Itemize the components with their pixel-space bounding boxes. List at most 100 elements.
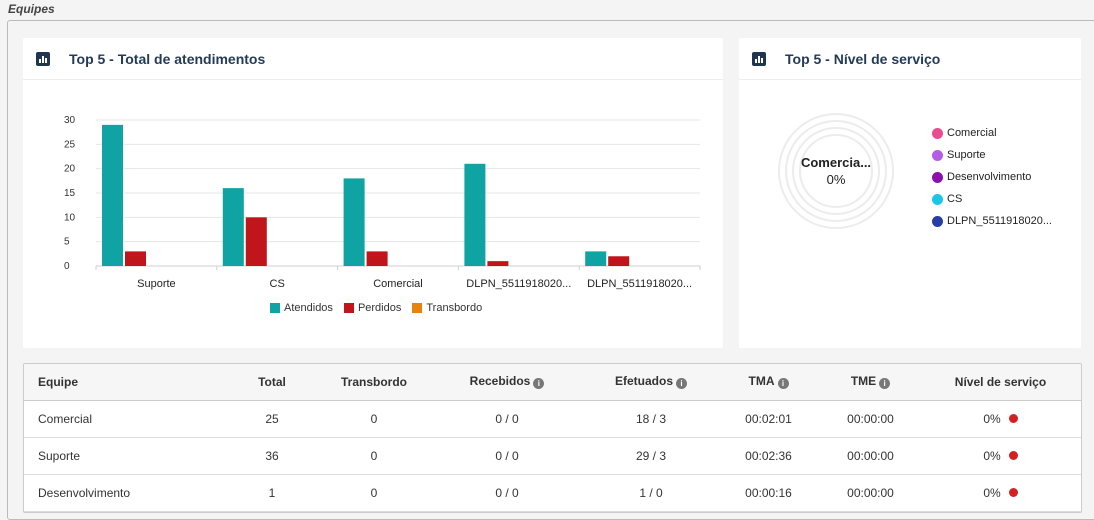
legend-dot	[932, 149, 943, 161]
legend-item-atendidos[interactable]: Atendidos	[270, 302, 333, 314]
donut-legend-label: DLPN_5511918020...	[947, 215, 1052, 227]
cell-efetuados: 29 / 3	[586, 437, 716, 475]
donut-ring-3	[792, 127, 880, 215]
donut-legend-label: Comercial	[947, 127, 997, 139]
cell-nivel: 0%	[920, 437, 1081, 475]
donut-ring-2	[785, 120, 887, 222]
legend-swatch	[412, 303, 423, 313]
cell-tme: 00:00:00	[821, 474, 920, 512]
cell-equipe: Desenvolvimento	[24, 474, 224, 512]
bar-perdidos[interactable]	[125, 251, 146, 266]
bar-atendidos[interactable]	[464, 163, 486, 266]
cell-recebidos: 0 / 0	[428, 400, 586, 438]
legend-dot	[932, 127, 943, 139]
donut-center-label: Comercia...	[801, 155, 871, 170]
cell-total: 36	[224, 437, 320, 475]
cell-efetuados: 1 / 0	[586, 474, 716, 512]
bar-perdidos[interactable]	[366, 251, 388, 266]
legend-item-perdidos[interactable]: Perdidos	[343, 302, 402, 314]
x-tick-label: Suporte	[137, 278, 176, 290]
legend-dot	[932, 171, 943, 183]
info-icon[interactable]: i	[533, 378, 545, 390]
cell-transbordo: 0	[320, 474, 428, 512]
cell-tma: 00:02:36	[716, 437, 821, 475]
cell-nivel: 0%	[920, 474, 1081, 512]
bar-atendidos[interactable]	[222, 188, 244, 266]
bar-atendidos[interactable]	[585, 251, 607, 266]
y-tick-label: 25	[64, 139, 76, 150]
donut-legend-label: Desenvolvimento	[947, 171, 1032, 183]
donut-center-value: 0%	[827, 172, 846, 187]
bar-chart-header: Top 5 - Total de atendimentos	[23, 38, 723, 80]
x-tick-label: CS	[270, 278, 285, 290]
legend-label: Perdidos	[357, 302, 402, 314]
donut-legend-item[interactable]: DLPN_5511918020...	[932, 210, 1052, 232]
cell-tma: 00:02:01	[716, 400, 821, 438]
cell-tme: 00:00:00	[821, 400, 920, 438]
donut-ring-outer	[778, 113, 894, 229]
info-icon[interactable]: i	[777, 378, 789, 390]
donut-legend-item[interactable]: Suporte	[932, 144, 1052, 166]
col-transbordo[interactable]: Transbordo	[320, 364, 428, 401]
col-recebidos[interactable]: Recebidos i	[428, 364, 586, 401]
cell-total: 1	[224, 474, 320, 512]
donut-chart-card: Top 5 - Nível de serviço Comercia... 0% …	[739, 38, 1081, 348]
cell-recebidos: 0 / 0	[428, 437, 586, 475]
legend-swatch	[270, 303, 280, 313]
x-tick-label: DLPN_5511918020...	[587, 278, 692, 290]
table-row[interactable]: Comercial 25 0 0 / 0 18 / 3 00:02:01 00:00:00 0…	[24, 400, 1081, 438]
col-tme[interactable]: TME i	[821, 364, 920, 401]
cell-total: 25	[224, 400, 320, 438]
col-equipe[interactable]: Equipe	[24, 364, 224, 401]
bar-chart: 0 5 10 15 20 25 30 Suporte CS Comercial DLPN_55119…	[64, 115, 701, 290]
cell-recebidos: 0 / 0	[428, 474, 586, 512]
col-tma[interactable]: TMA i	[716, 364, 821, 401]
bar-chart-title: Top 5 - Total de atendimentos	[69, 50, 266, 67]
bar-atendidos[interactable]	[102, 124, 123, 266]
table-header-row: Equipe Total Transbordo Recebidos i Efetu…	[24, 364, 1081, 401]
y-tick-label: 30	[64, 115, 76, 126]
donut-ring-4	[799, 134, 873, 208]
status-dot-icon	[1008, 450, 1018, 460]
bar-chart-legend: Atendidos Perdidos Transbordo	[270, 302, 482, 314]
donut-legend-item[interactable]: Comercial	[932, 122, 1052, 144]
donut-legend-label: Suporte	[947, 149, 986, 161]
legend-dot	[932, 215, 943, 227]
col-efetuados[interactable]: Efetuados i	[586, 364, 716, 401]
legend-swatch	[343, 303, 354, 313]
legend-label: Atendidos	[284, 302, 333, 314]
info-icon[interactable]: i	[879, 378, 891, 390]
legend-item-transbordo[interactable]: Transbordo	[412, 302, 482, 314]
y-tick-label: 20	[64, 164, 76, 175]
cell-tme: 00:00:00	[821, 437, 920, 475]
bar-perdidos[interactable]	[487, 261, 509, 266]
cell-equipe: Suporte	[24, 437, 224, 475]
teams-table: Equipe Total Transbordo Recebidos i Efetu…	[23, 363, 1082, 513]
legend-dot	[932, 193, 943, 205]
bar-atendidos[interactable]	[343, 178, 365, 266]
y-tick-label: 0	[64, 261, 70, 272]
bar-chart-card: Top 5 - Total de atendimentos 0 5 10 15 20 25…	[23, 38, 723, 348]
col-nivel-servico[interactable]: Nível de serviço	[920, 364, 1081, 401]
x-tick-label: DLPN_5511918020...	[466, 278, 571, 290]
bar-perdidos[interactable]	[245, 217, 267, 266]
bar-chart-icon	[36, 51, 50, 66]
donut-legend-item[interactable]: Desenvolvimento	[932, 166, 1052, 188]
donut-legend-label: CS	[947, 193, 963, 205]
bar-perdidos[interactable]	[608, 256, 630, 266]
cell-tma: 00:00:16	[716, 474, 821, 512]
y-tick-label: 15	[64, 188, 76, 199]
donut-chart-title: Top 5 - Nível de serviço	[785, 50, 941, 67]
legend-label: Transbordo	[426, 302, 483, 314]
cell-transbordo: 0	[320, 437, 428, 475]
bar-chart-icon	[752, 51, 766, 66]
donut-legend-item[interactable]: CS	[932, 188, 1052, 210]
status-dot-icon	[1008, 487, 1018, 497]
cell-transbordo: 0	[320, 400, 428, 438]
col-total[interactable]: Total	[224, 364, 320, 401]
info-icon[interactable]: i	[676, 378, 687, 390]
cell-equipe: Comercial	[24, 400, 224, 438]
table-row[interactable]: Suporte 36 0 0 / 0 29 / 3 00:02:36 00:00:00 0%	[24, 437, 1081, 475]
x-tick-label: Comercial	[373, 278, 423, 290]
